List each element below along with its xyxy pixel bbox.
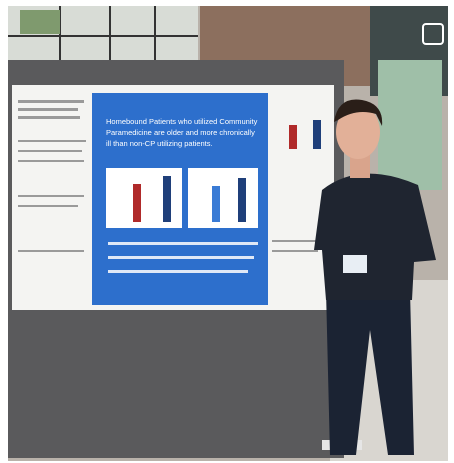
chart-bar	[212, 186, 220, 222]
trees	[20, 10, 60, 34]
chart-bar	[163, 176, 171, 222]
chart-bar	[238, 178, 246, 222]
chart-box	[188, 168, 258, 228]
gallery-icon	[422, 23, 444, 45]
chart-bar	[289, 125, 297, 149]
poster-text-lines	[18, 100, 322, 252]
chart-bar	[313, 120, 321, 149]
chart-bar	[133, 184, 141, 222]
poster-headline: Homebound Patients who utilized Communit…	[106, 117, 258, 148]
panel-text-lines	[108, 242, 258, 273]
hair	[334, 99, 383, 126]
glass-door	[378, 60, 442, 190]
face	[336, 105, 380, 159]
badge	[343, 255, 367, 273]
pants	[326, 290, 414, 455]
